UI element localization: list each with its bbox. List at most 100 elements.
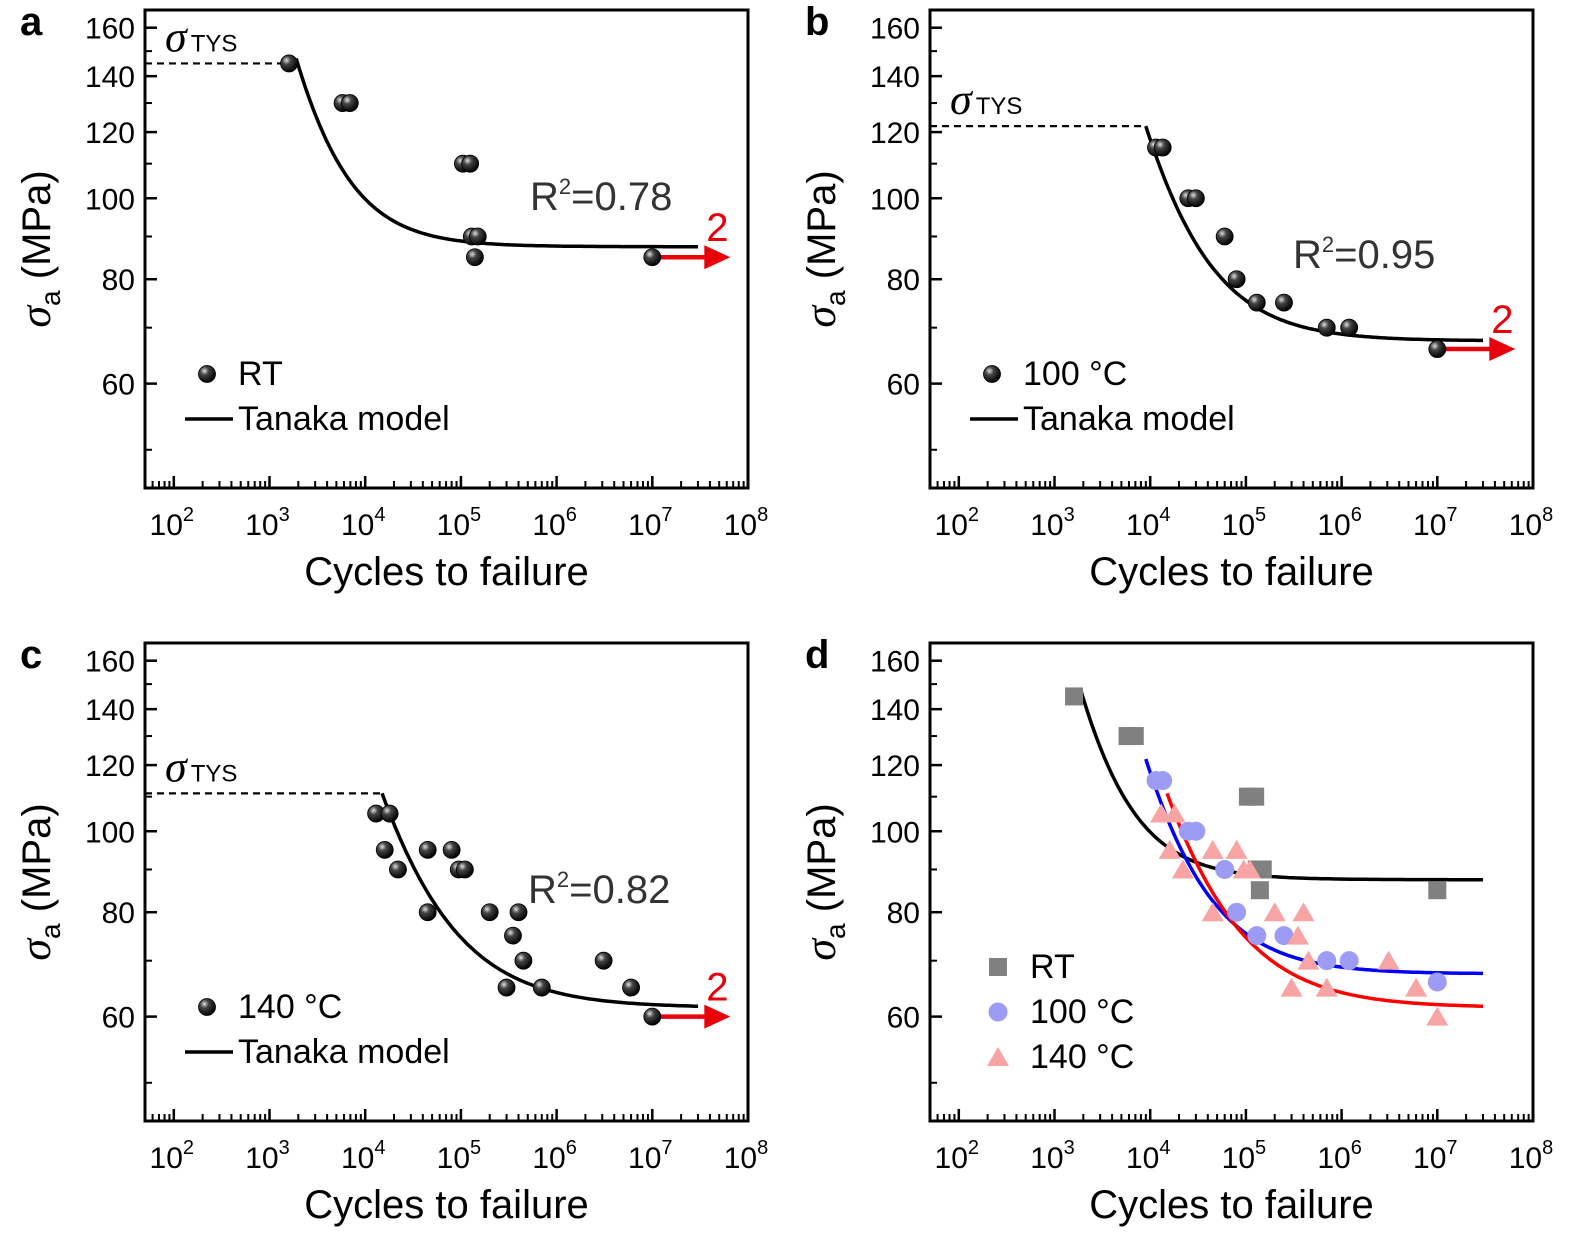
data-point: [198, 365, 216, 383]
data-point: [375, 840, 394, 859]
x-tick-label: 104: [1126, 1137, 1171, 1175]
r-squared-annotation: R2=0.82: [528, 867, 670, 912]
data-point: [418, 840, 437, 859]
panel-letter: a: [20, 0, 43, 44]
runout-count-label: 2: [706, 206, 728, 250]
y-tick-label: 160: [870, 646, 920, 679]
data-point: [198, 998, 216, 1016]
panel-a: a 102 103 104 105 106 107 108 60 80 100 120 140 160 Cy…: [11, 0, 768, 594]
x-tick-label: 103: [245, 504, 290, 542]
data-point-circle: [1153, 771, 1173, 791]
x-tick-label: 104: [341, 1137, 386, 1175]
data-point: [1247, 293, 1266, 312]
data-point-circle: [1427, 972, 1447, 992]
data-point: [465, 248, 484, 267]
data-point: [643, 248, 662, 267]
tys-label: σ TYS: [165, 742, 237, 791]
x-tick-label: 107: [628, 1137, 673, 1175]
y-tick-label: 60: [102, 1002, 135, 1035]
y-tick-label: 100: [85, 816, 135, 849]
x-tick-label: 105: [437, 1137, 482, 1175]
legend-label: RT: [238, 355, 283, 393]
runout-arrow-head: [1489, 337, 1516, 362]
data-point: [504, 926, 522, 945]
y-axis-label: σa (MPa): [796, 803, 851, 960]
y-tick-label: 80: [887, 264, 920, 297]
runout-arrow-head: [704, 1004, 731, 1029]
x-tick-label: 107: [628, 504, 673, 542]
legend-label: Tanaka model: [238, 1033, 450, 1071]
data-point: [1428, 340, 1447, 358]
legend-label: Tanaka model: [1023, 400, 1235, 438]
x-tick-label: 103: [1030, 1137, 1075, 1175]
data-point: [497, 978, 516, 997]
x-tick-label: 103: [1030, 504, 1075, 542]
data-point: [480, 903, 499, 922]
y-tick-label: 100: [870, 183, 920, 216]
data-point-triangle: [1405, 977, 1428, 997]
y-tick-label: 140: [85, 61, 135, 94]
x-tick-label: 108: [724, 504, 769, 542]
data-point: [418, 903, 437, 922]
data-point: [643, 1007, 662, 1026]
data-point-circle: [1274, 926, 1294, 946]
panel-d: d 102 103 104 105 106 107 108 60 80 100 120 140 160 Cy…: [796, 633, 1553, 1227]
runout-count-label: 2: [706, 966, 728, 1010]
fit-curve: [1079, 690, 1483, 882]
data-point: [455, 860, 474, 879]
data-point: [983, 365, 1001, 383]
tanaka-fit-curve: [1144, 125, 1483, 343]
y-tick-label: 100: [870, 816, 920, 849]
x-tick-label: 106: [532, 1137, 577, 1175]
x-tick-label: 103: [245, 1137, 290, 1175]
data-point-triangle: [1315, 977, 1338, 997]
panel-letter: b: [805, 0, 829, 44]
data-point: [1186, 189, 1205, 208]
y-tick-label: 60: [887, 1002, 920, 1035]
data-point: [622, 978, 640, 997]
x-axis-label: Cycles to failure: [1089, 1183, 1374, 1227]
y-tick-label: 160: [870, 13, 920, 46]
panel-letter: d: [805, 633, 829, 677]
x-tick-label: 105: [437, 504, 482, 542]
data-point: [1317, 318, 1336, 337]
y-tick-label: 60: [102, 369, 135, 402]
tys-label: σ TYS: [165, 12, 237, 61]
data-point-circle: [1186, 821, 1206, 841]
data-point-triangle: [1201, 902, 1224, 922]
data-point-square: [989, 958, 1007, 976]
data-point-triangle: [1238, 859, 1261, 879]
data-point-triangle: [1377, 950, 1400, 970]
r-squared-annotation: R2=0.78: [530, 174, 672, 219]
y-tick-label: 160: [85, 13, 135, 46]
y-tick-label: 60: [887, 369, 920, 402]
x-tick-label: 105: [1222, 504, 1267, 542]
data-point-triangle: [1171, 859, 1194, 879]
y-tick-label: 120: [85, 117, 135, 150]
data-point-square: [1250, 881, 1269, 900]
data-point-triangle: [1297, 950, 1320, 970]
data-point: [514, 951, 533, 970]
x-tick-label: 105: [1222, 1137, 1267, 1175]
data-point-triangle: [1225, 839, 1248, 859]
x-tick-label: 106: [1317, 1137, 1362, 1175]
tys-label: σ TYS: [950, 75, 1022, 124]
runout-arrow-head: [704, 245, 731, 270]
data-point: [442, 840, 461, 859]
legend-label: RT: [1030, 948, 1075, 986]
tanaka-fit-curve: [294, 57, 698, 249]
data-point-square: [1246, 787, 1265, 806]
data-point-triangle: [1280, 977, 1303, 997]
data-point: [461, 154, 480, 173]
data-point: [389, 860, 407, 879]
data-point: [532, 978, 551, 997]
data-point: [1340, 318, 1359, 337]
data-point: [594, 951, 613, 970]
legend-label: 140 °C: [238, 988, 342, 1026]
data-point-triangle: [1158, 839, 1181, 859]
panel-letter: c: [20, 633, 42, 677]
runout-count-label: 2: [1491, 298, 1513, 342]
x-axis-label: Cycles to failure: [304, 1183, 589, 1227]
x-tick-label: 108: [1509, 504, 1554, 542]
data-point-triangle: [1426, 1006, 1449, 1026]
